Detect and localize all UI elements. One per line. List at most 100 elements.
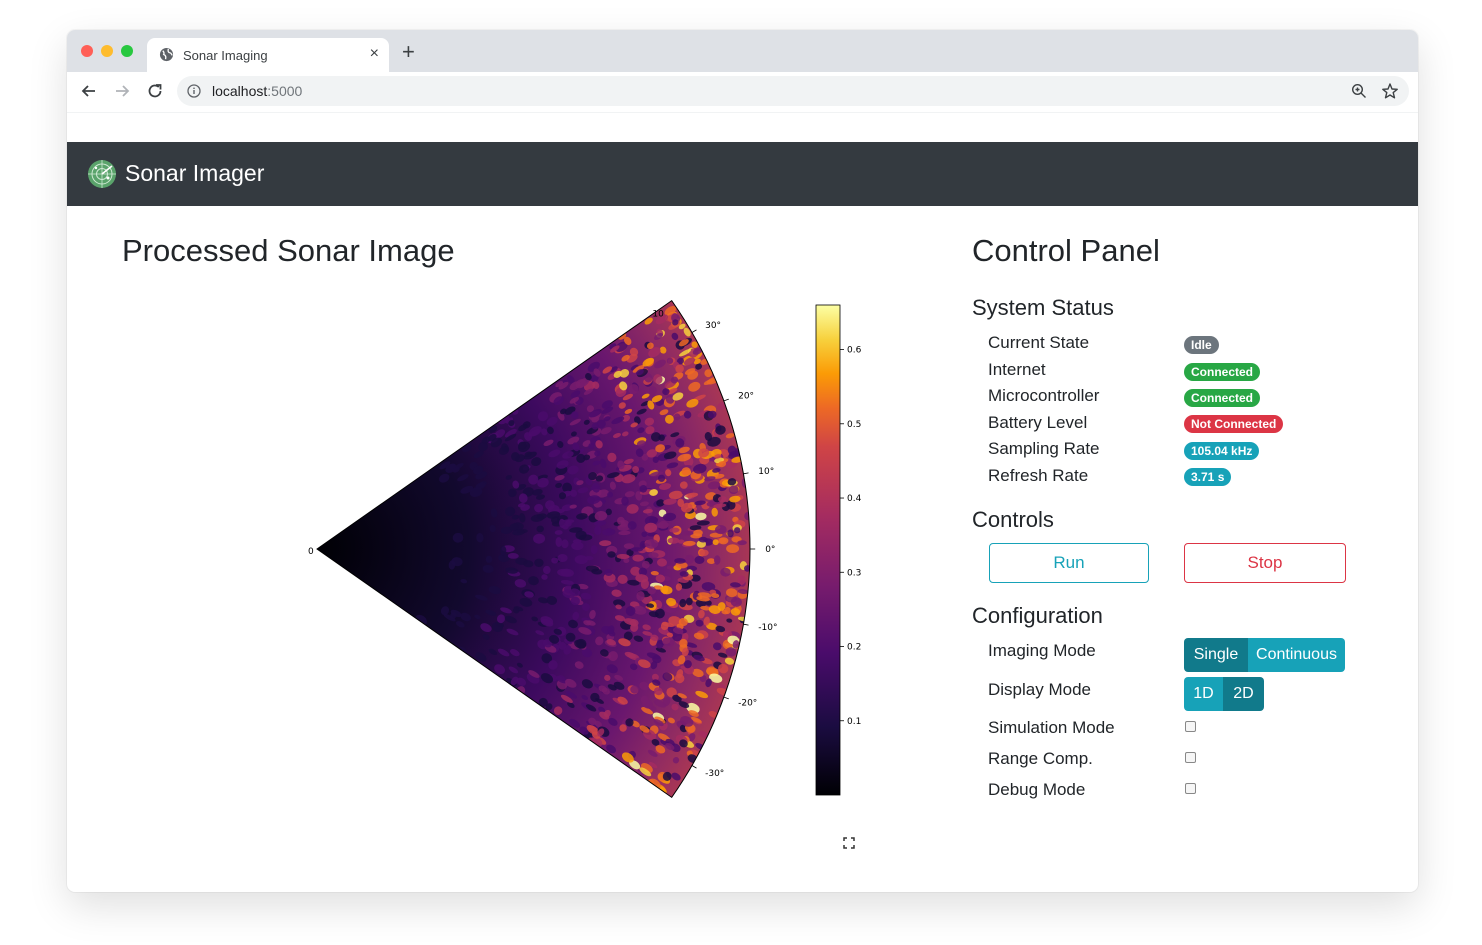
brand-title[interactable]: Sonar Imager (125, 160, 265, 186)
intensity-speckle (608, 651, 618, 662)
status-label-internet: Internet (988, 360, 1046, 379)
intensity-speckle (662, 388, 670, 396)
intensity-speckle (642, 699, 653, 709)
display-mode-1d-button[interactable]: 1D (1184, 677, 1223, 711)
intensity-speckle (603, 416, 611, 422)
tab-title: Sonar Imaging (183, 48, 268, 63)
intensity-speckle (667, 717, 675, 724)
intensity-speckle (571, 541, 584, 551)
intensity-speckle (679, 638, 688, 648)
intensity-speckle (448, 560, 456, 570)
imaging-mode-continuous-button[interactable]: Continuous (1248, 638, 1345, 672)
intensity-speckle (474, 614, 481, 620)
intensity-speckle (555, 675, 567, 684)
intensity-speckle (632, 554, 644, 562)
range-comp-checkbox[interactable] (1185, 752, 1196, 763)
intensity-speckle (609, 481, 616, 490)
intensity-speckle (554, 474, 565, 481)
intensity-speckle (586, 620, 596, 626)
intensity-speckle (709, 673, 723, 683)
maximize-window-button[interactable] (121, 45, 133, 57)
intensity-speckle (636, 591, 645, 601)
intensity-speckle (624, 651, 636, 659)
url-text: localhost:5000 (212, 83, 302, 99)
intensity-speckle (617, 460, 625, 470)
intensity-speckle (671, 703, 679, 711)
intensity-speckle (642, 631, 653, 636)
intensity-speckle (713, 642, 722, 651)
intensity-speckle (743, 565, 750, 572)
intensity-speckle (669, 527, 680, 533)
intensity-speckle (674, 673, 685, 684)
intensity-speckle (648, 347, 661, 358)
intensity-speckle (508, 488, 517, 498)
forward-arrow-icon[interactable] (111, 80, 133, 102)
intensity-speckle (717, 461, 727, 468)
intensity-speckle (514, 579, 527, 588)
intensity-speckle (718, 663, 729, 674)
r-tick-label: 10 (652, 309, 664, 319)
colorbar-tick-label: 0.5 (847, 420, 861, 430)
address-bar[interactable]: localhost:5000 (177, 76, 1409, 106)
intensity-speckle (498, 553, 510, 563)
controls-heading: Controls (972, 507, 1054, 532)
intensity-speckle (545, 703, 553, 711)
theta-tick-label: 0° (765, 545, 775, 555)
intensity-speckle (644, 417, 655, 426)
fullscreen-icon[interactable] (843, 837, 855, 849)
intensity-speckle (579, 726, 589, 735)
run-button[interactable]: Run (989, 543, 1149, 583)
intensity-speckle (653, 719, 664, 727)
simulation-mode-checkbox[interactable] (1185, 721, 1196, 732)
intensity-speckle (612, 432, 622, 439)
intensity-speckle (591, 422, 599, 430)
imaging-mode-single-button[interactable]: Single (1184, 638, 1248, 672)
intensity-speckle (647, 749, 658, 757)
zoom-icon[interactable] (1351, 83, 1367, 99)
minimize-window-button[interactable] (101, 45, 113, 57)
star-icon[interactable] (1381, 82, 1399, 100)
browser-tab[interactable]: Sonar Imaging × (147, 38, 389, 72)
intensity-speckle (562, 482, 573, 493)
intensity-speckle (649, 386, 657, 395)
intensity-speckle (567, 375, 575, 384)
back-arrow-icon[interactable] (78, 80, 100, 102)
intensity-speckle (606, 639, 617, 646)
stop-button[interactable]: Stop (1184, 543, 1346, 583)
intensity-speckle (606, 472, 620, 479)
intensity-speckle (711, 507, 718, 517)
intensity-speckle (695, 512, 707, 521)
debug-mode-checkbox[interactable] (1185, 783, 1196, 794)
intensity-speckle (632, 466, 640, 473)
new-tab-button[interactable]: + (402, 39, 415, 64)
reload-icon[interactable] (144, 80, 166, 102)
intensity-speckle (439, 461, 451, 470)
intensity-speckle (600, 458, 607, 469)
intensity-speckle (670, 432, 680, 438)
intensity-speckle (473, 450, 484, 459)
intensity-speckle (650, 570, 659, 576)
intensity-speckle (607, 625, 615, 635)
intensity-speckle (693, 529, 703, 537)
info-icon[interactable] (187, 84, 201, 98)
intensity-speckle (725, 647, 737, 657)
intensity-speckle (630, 685, 639, 694)
intensity-speckle (682, 540, 696, 546)
intensity-speckle (681, 530, 694, 536)
intensity-speckle (613, 599, 626, 607)
display-mode-2d-button[interactable]: 2D (1223, 677, 1264, 711)
intensity-speckle (659, 483, 672, 490)
intensity-speckle (599, 711, 610, 720)
intensity-speckle (519, 513, 526, 523)
intensity-speckle (482, 564, 494, 573)
intensity-speckle (565, 678, 577, 688)
intensity-speckle (726, 588, 738, 598)
intensity-speckle (627, 579, 640, 586)
intensity-speckle (688, 710, 699, 717)
tab-close-icon[interactable]: × (369, 45, 379, 62)
close-window-button[interactable] (81, 45, 93, 57)
intensity-speckle (624, 491, 635, 498)
intensity-speckle (683, 660, 692, 669)
intensity-speckle (623, 557, 630, 564)
intensity-speckle (598, 706, 606, 713)
